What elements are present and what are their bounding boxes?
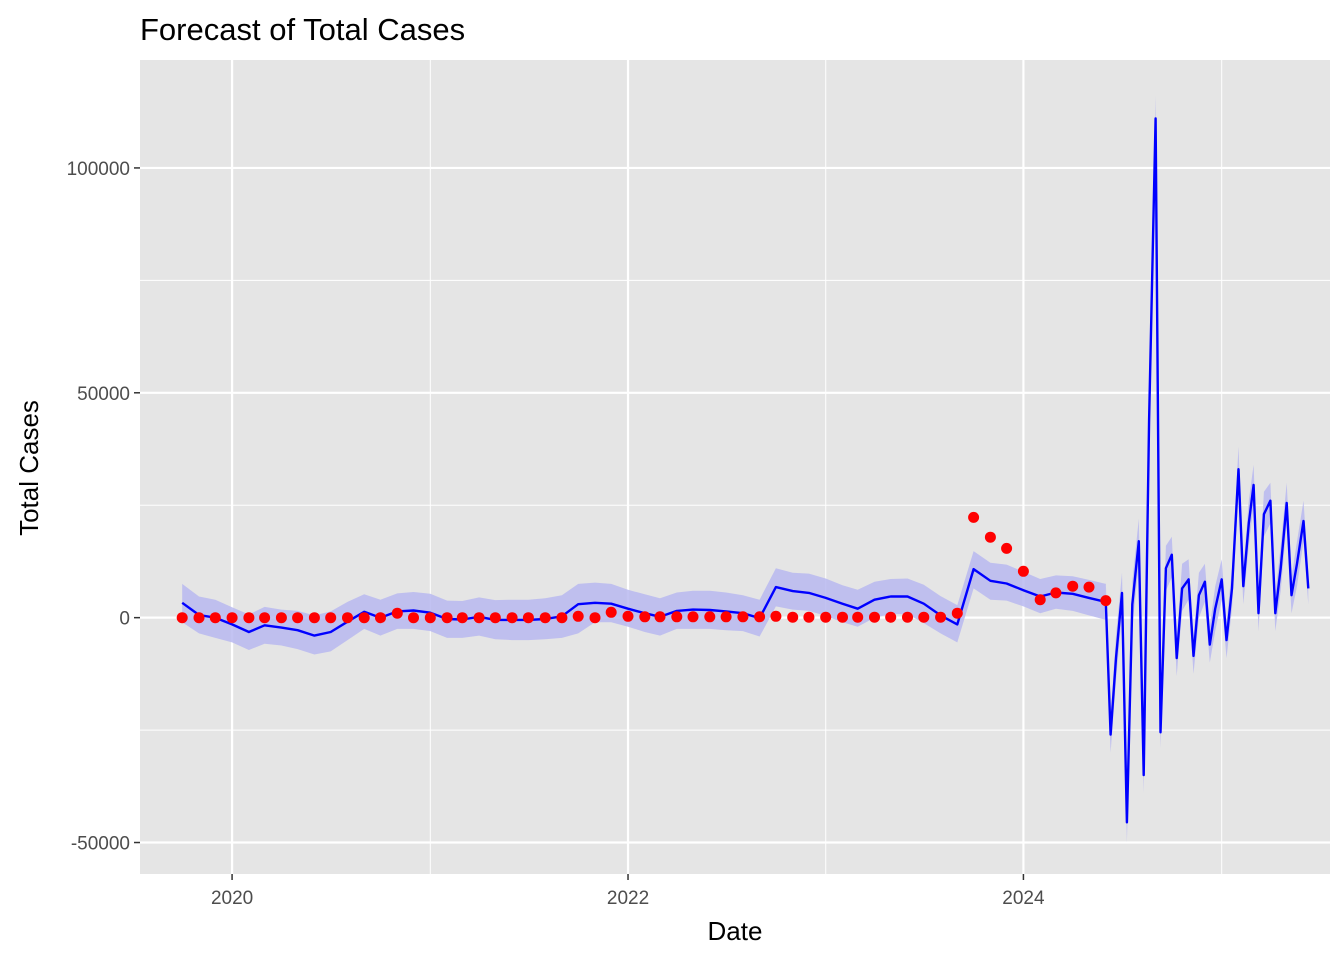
data-point bbox=[918, 611, 930, 623]
data-point bbox=[193, 612, 205, 624]
data-point bbox=[292, 612, 304, 624]
x-axis: 2020 2022 2024 bbox=[211, 874, 1045, 909]
y-axis-title: Total Cases bbox=[14, 400, 44, 536]
data-point bbox=[852, 611, 864, 623]
confidence-band bbox=[182, 551, 1106, 655]
x-tick-label: 2020 bbox=[211, 888, 253, 909]
x-tick-label: 2024 bbox=[1002, 888, 1045, 909]
data-point bbox=[803, 611, 815, 623]
data-point bbox=[754, 611, 766, 623]
data-point bbox=[441, 612, 453, 624]
data-point bbox=[951, 607, 963, 619]
data-point bbox=[687, 611, 699, 623]
panel-background bbox=[140, 60, 1330, 874]
data-point bbox=[639, 611, 651, 623]
data-point bbox=[556, 612, 568, 624]
data-point bbox=[572, 610, 584, 622]
data-point bbox=[704, 611, 716, 623]
plot-panel bbox=[140, 60, 1330, 874]
data-point bbox=[787, 611, 799, 623]
data-point bbox=[308, 612, 320, 624]
data-point bbox=[209, 612, 221, 624]
data-point bbox=[539, 612, 551, 624]
data-point bbox=[1001, 542, 1013, 554]
data-point bbox=[408, 612, 419, 624]
data-point bbox=[243, 612, 255, 624]
data-point bbox=[720, 611, 732, 623]
data-point bbox=[654, 611, 666, 623]
y-tick-label: 50000 bbox=[77, 384, 130, 405]
y-tick-label: 0 bbox=[119, 609, 130, 630]
x-tick-label: 2022 bbox=[607, 888, 649, 909]
data-point bbox=[671, 611, 683, 623]
data-point bbox=[506, 612, 518, 624]
data-point bbox=[902, 611, 913, 623]
data-point bbox=[622, 610, 634, 622]
data-point bbox=[968, 511, 980, 523]
data-point bbox=[820, 611, 832, 623]
data-point bbox=[869, 611, 880, 623]
data-point bbox=[259, 612, 271, 624]
data-point bbox=[1050, 587, 1062, 599]
data-point bbox=[275, 612, 287, 624]
chart-title: Forecast of Total Cases bbox=[140, 12, 465, 47]
data-point bbox=[375, 612, 386, 624]
data-point bbox=[1067, 580, 1079, 592]
data-point bbox=[984, 531, 996, 543]
y-axis: -50000 0 50000 100000 bbox=[67, 159, 140, 855]
data-point bbox=[589, 612, 601, 624]
y-tick-label: -50000 bbox=[71, 834, 130, 855]
data-point bbox=[358, 612, 370, 624]
data-point bbox=[737, 611, 749, 623]
data-point bbox=[522, 612, 534, 624]
data-point bbox=[473, 612, 485, 624]
data-point bbox=[837, 611, 848, 623]
data-point bbox=[1083, 581, 1095, 593]
data-point bbox=[489, 612, 501, 624]
data-point bbox=[325, 612, 337, 624]
data-point bbox=[391, 607, 403, 619]
data-point bbox=[935, 611, 947, 623]
data-point bbox=[770, 610, 782, 622]
data-point bbox=[424, 612, 436, 624]
data-point bbox=[456, 612, 468, 624]
data-point bbox=[226, 612, 238, 624]
data-point bbox=[176, 612, 188, 624]
data-point bbox=[1017, 565, 1029, 577]
forecast-line bbox=[1104, 117, 1310, 824]
data-point bbox=[1100, 595, 1112, 607]
data-point bbox=[342, 612, 353, 624]
data-point bbox=[1034, 594, 1046, 606]
x-axis-title: Date bbox=[708, 916, 763, 946]
data-point bbox=[885, 611, 897, 623]
data-point bbox=[605, 606, 617, 618]
y-tick-label: 100000 bbox=[67, 159, 130, 180]
